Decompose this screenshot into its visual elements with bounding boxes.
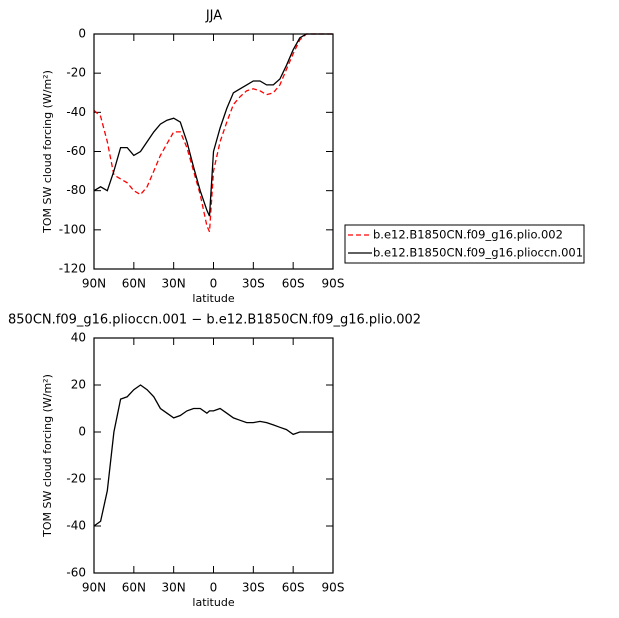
y-tick-label: -120 <box>59 262 86 276</box>
y-axis-label: TOM SW cloud forcing (W/m²) <box>41 374 54 538</box>
y-tick-label: -40 <box>66 519 86 533</box>
x-tick-label: 60N <box>122 277 146 291</box>
y-tick-label: -20 <box>66 472 86 486</box>
y-tick-label: 40 <box>71 331 86 345</box>
y-tick-label: 0 <box>78 27 86 41</box>
y-tick-label: 20 <box>71 378 86 392</box>
x-tick-label: 30S <box>242 581 265 595</box>
legend-label: b.e12.B1850CN.f09_g16.plio.002 <box>373 228 563 242</box>
legend-box <box>344 224 585 264</box>
plot-frame <box>93 33 334 270</box>
data-line <box>93 33 333 233</box>
x-axis-label: latitude <box>192 292 234 305</box>
x-tick-label: 60N <box>122 581 146 595</box>
x-tick-label: 30N <box>162 277 186 291</box>
y-tick-label: 0 <box>78 425 86 439</box>
x-tick-label: 60S <box>282 581 305 595</box>
x-tick-label: 90N <box>82 581 106 595</box>
y-tick-label: -80 <box>66 183 86 197</box>
y-tick-label: -60 <box>66 566 86 580</box>
x-tick-label: 90N <box>82 277 106 291</box>
x-tick-label: 60S <box>282 277 305 291</box>
x-tick-label: 30S <box>242 277 265 291</box>
chart-title: JJA <box>205 9 222 24</box>
x-tick-label: 30N <box>162 581 186 595</box>
y-tick-label: -100 <box>59 222 86 236</box>
y-tick-label: -40 <box>66 105 86 119</box>
x-tick-label: 90S <box>322 581 345 595</box>
legend-label: b.e12.B1850CN.f09_g16.plioccn.001 <box>373 246 583 260</box>
x-tick-label: 90S <box>322 277 345 291</box>
x-tick-label: 0 <box>210 277 218 291</box>
y-tick-label: -20 <box>66 66 86 80</box>
y-tick-label: -60 <box>66 144 86 158</box>
x-axis-label: latitude <box>192 596 234 609</box>
x-tick-label: 0 <box>210 581 218 595</box>
plot-frame <box>93 337 334 574</box>
y-axis-label: TOM SW cloud forcing (W/m²) <box>41 70 54 234</box>
chart-title: 850CN.f09_g16.plioccn.001 − b.e12.B1850C… <box>8 313 421 328</box>
data-line <box>93 384 333 527</box>
data-line <box>93 33 333 217</box>
